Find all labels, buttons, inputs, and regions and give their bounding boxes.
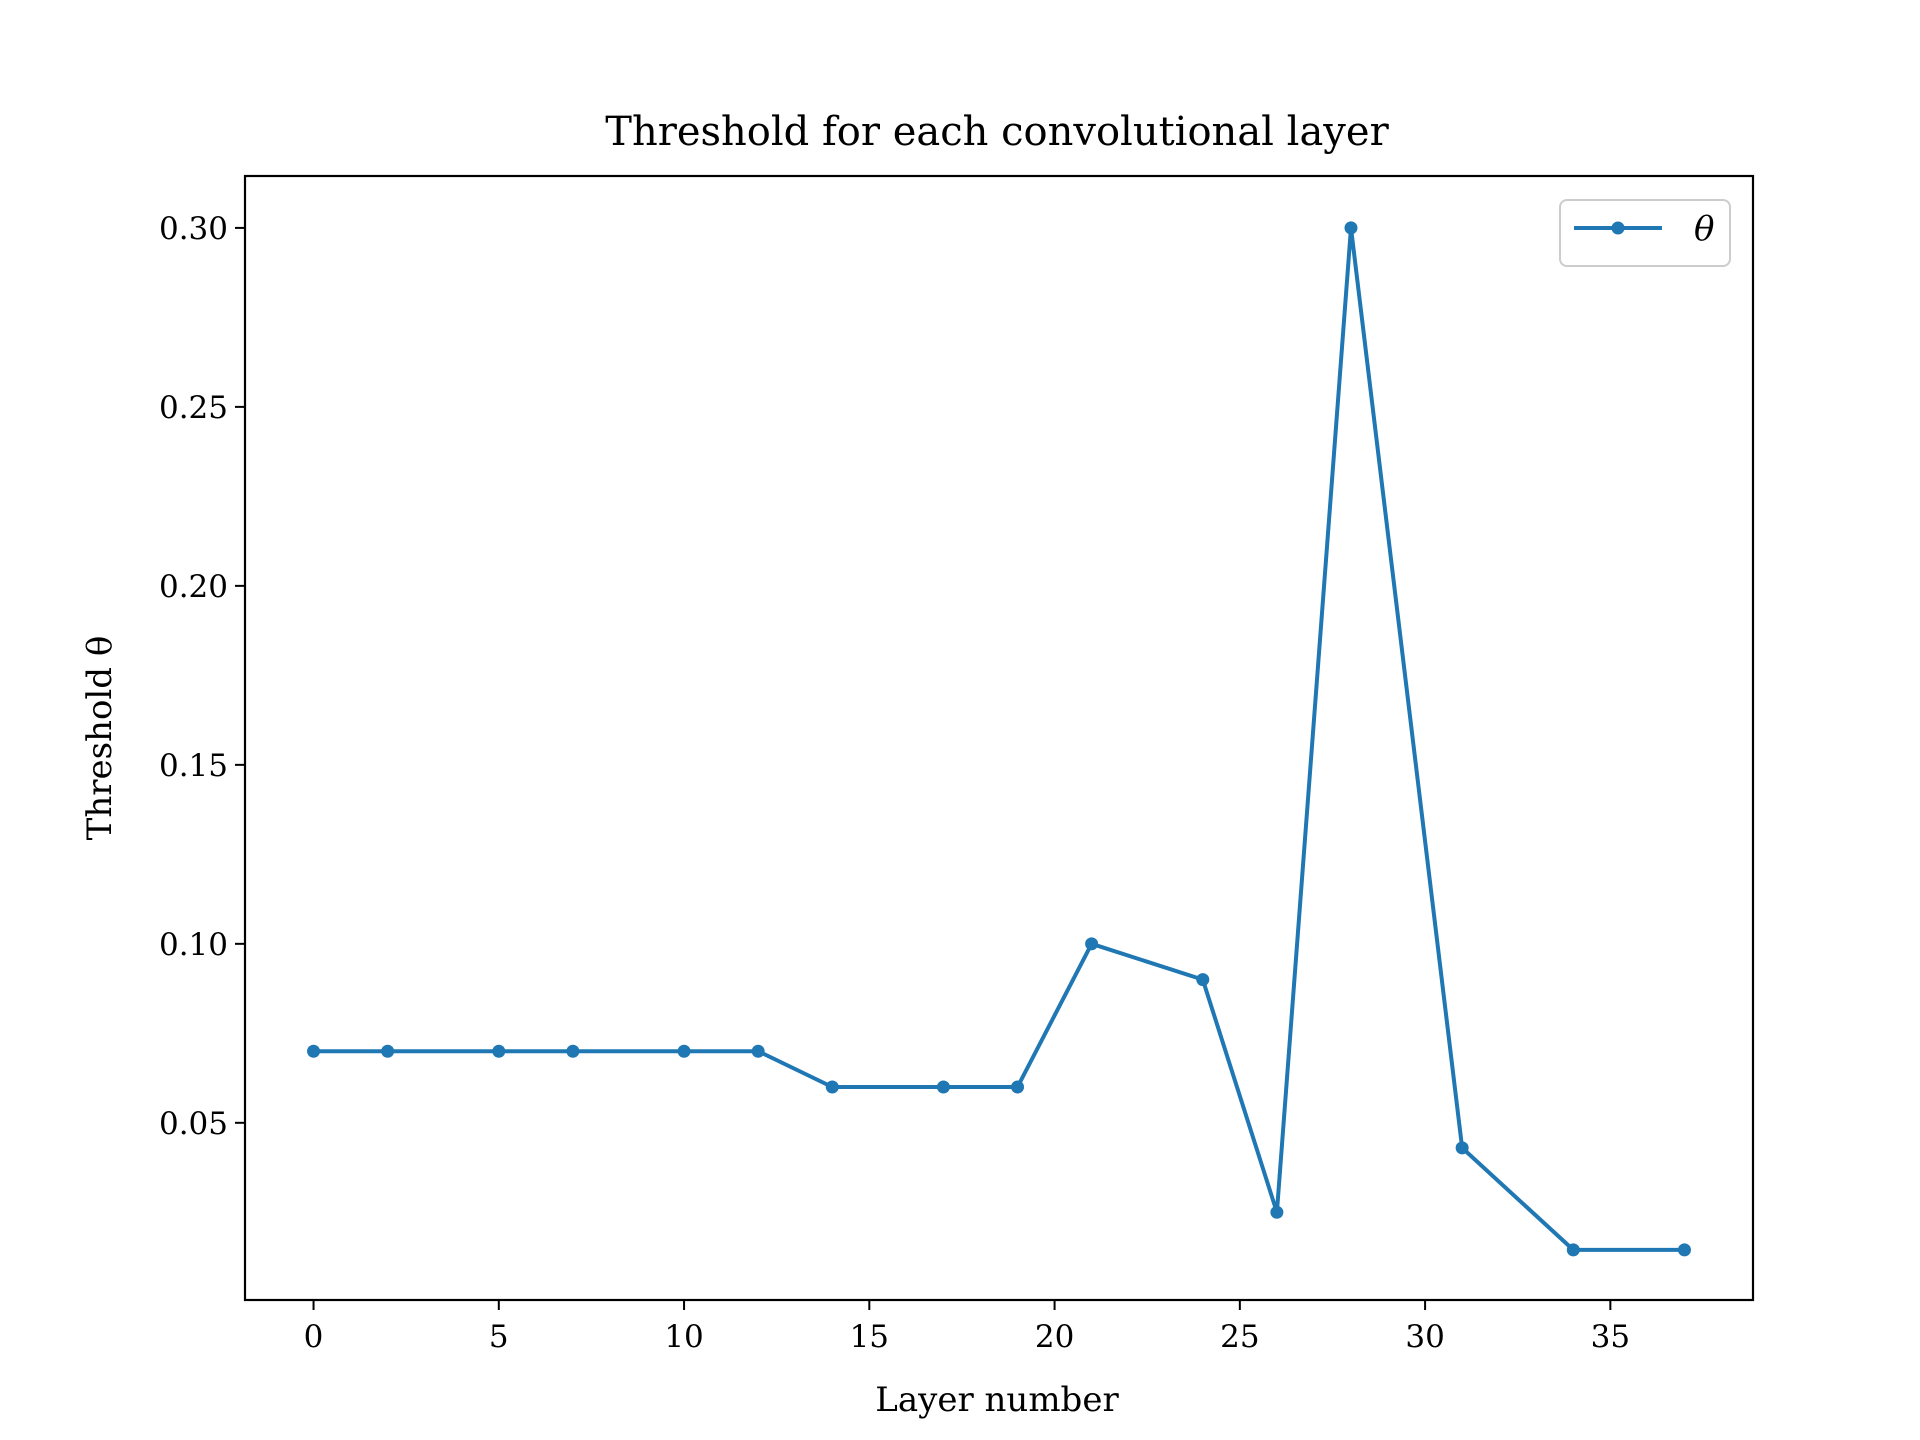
data-point (1270, 1205, 1284, 1219)
y-tick-label: 0.10 (159, 927, 228, 963)
data-point (566, 1044, 580, 1058)
data-point (1566, 1243, 1580, 1257)
x-tick-label: 30 (1405, 1319, 1444, 1355)
data-point (1455, 1141, 1469, 1155)
data-point (1196, 973, 1210, 987)
series-line-theta (311, 225, 1687, 1252)
legend-frame (1559, 199, 1731, 267)
data-point (751, 1044, 765, 1058)
x-tick-label: 20 (1035, 1319, 1074, 1355)
data-point (677, 1044, 691, 1058)
x-tick-label: 5 (489, 1319, 509, 1355)
y-tick-label: 0.15 (159, 748, 228, 784)
x-tick-label: 25 (1220, 1319, 1259, 1355)
data-point (1344, 221, 1358, 235)
y-axis-label: Threshold θ (80, 636, 120, 841)
axes-frame (243, 174, 1755, 1302)
data-point (492, 1044, 506, 1058)
x-tick-label: 10 (664, 1319, 703, 1355)
data-point (307, 1044, 321, 1058)
x-axis: 0 5 10 15 20 25 30 35 (304, 1300, 1630, 1355)
y-tick-label: 0.20 (159, 569, 228, 605)
data-point (381, 1044, 395, 1058)
x-tick-label: 15 (850, 1319, 889, 1355)
y-axis: 0.05 0.10 0.15 0.20 0.25 0.30 (159, 211, 245, 1142)
plot-area (307, 221, 1691, 1257)
data-point (1011, 1080, 1025, 1094)
x-tick-label: 0 (304, 1319, 324, 1355)
data-point (1677, 1243, 1691, 1257)
legend-label: θ (1694, 209, 1714, 249)
y-tick-label: 0.05 (159, 1106, 228, 1142)
data-point (825, 1080, 839, 1094)
y-tick-label: 0.30 (159, 211, 228, 247)
data-point (936, 1080, 950, 1094)
x-axis-label: Layer number (875, 1380, 1119, 1420)
y-tick-label: 0.25 (159, 390, 228, 426)
chart-title: Threshold for each convolutional layer (605, 109, 1389, 155)
data-point (1085, 937, 1099, 951)
x-tick-label: 35 (1591, 1319, 1630, 1355)
legend: θ (1559, 199, 1731, 267)
legend-marker-sample (1611, 221, 1625, 235)
